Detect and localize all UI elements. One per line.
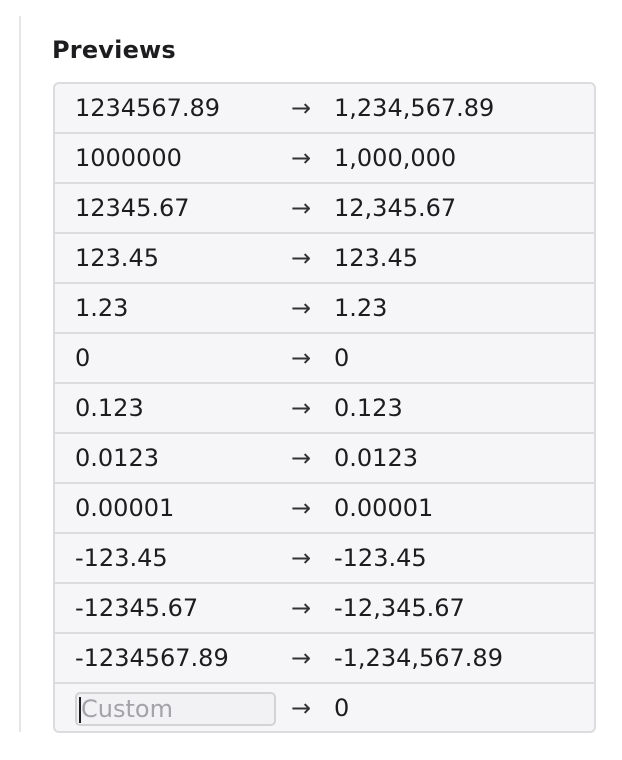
arrow-right-icon: → [291, 244, 312, 272]
preview-output: 0 [334, 344, 350, 372]
preview-input: 1.23 [75, 294, 129, 322]
arrow-right-icon: → [291, 544, 312, 572]
preview-row: -1234567.89 → -1,234,567.89 [55, 634, 594, 684]
preview-input: 0.0123 [75, 444, 159, 472]
preview-row: 0.0123 → 0.0123 [55, 434, 594, 484]
preview-output: 0.123 [334, 394, 403, 422]
arrow-right-icon: → [291, 394, 312, 422]
preview-row: 0 → 0 [55, 334, 594, 384]
preview-output: 1,234,567.89 [334, 94, 495, 122]
preview-input: -1234567.89 [75, 644, 229, 672]
preview-input: 123.45 [75, 244, 159, 272]
preview-input: 1000000 [75, 144, 182, 172]
preview-input: -12345.67 [75, 594, 199, 622]
preview-input: 0.00001 [75, 494, 175, 522]
arrow-right-icon: → [291, 594, 312, 622]
preview-output: 0.0123 [334, 444, 418, 472]
arrow-right-icon: → [291, 644, 312, 672]
text-caret [79, 697, 81, 723]
arrow-right-icon: → [291, 444, 312, 472]
preview-output: 12,345.67 [334, 194, 457, 222]
preview-row: 123.45 → 123.45 [55, 234, 594, 284]
arrow-right-icon: → [291, 194, 312, 222]
arrow-right-icon: → [291, 494, 312, 522]
preview-output: -123.45 [334, 544, 427, 572]
left-divider [19, 16, 21, 732]
preview-row: -12345.67 → -12,345.67 [55, 584, 594, 634]
arrow-right-icon: → [291, 694, 312, 722]
preview-row: -123.45 → -123.45 [55, 534, 594, 584]
preview-row: 0.123 → 0.123 [55, 384, 594, 434]
custom-value-input[interactable] [75, 692, 276, 726]
preview-output: 0.00001 [334, 494, 434, 522]
preview-output: 1,000,000 [334, 144, 457, 172]
arrow-right-icon: → [291, 344, 312, 372]
preview-row: 1.23 → 1.23 [55, 284, 594, 334]
custom-preview-row: → 0 [55, 684, 594, 731]
arrow-right-icon: → [291, 294, 312, 322]
preview-input: 1234567.89 [75, 94, 221, 122]
preview-row: 1234567.89 → 1,234,567.89 [55, 84, 594, 134]
previews-table: 1234567.89 → 1,234,567.89 1000000 → 1,00… [53, 82, 596, 733]
preview-output: 123.45 [334, 244, 418, 272]
preview-input: 0 [75, 344, 91, 372]
arrow-right-icon: → [291, 94, 312, 122]
arrow-right-icon: → [291, 144, 312, 172]
preview-row: 12345.67 → 12,345.67 [55, 184, 594, 234]
preview-output: -1,234,567.89 [334, 644, 503, 672]
preview-input: 12345.67 [75, 194, 190, 222]
preview-output: 1.23 [334, 294, 388, 322]
preview-output: -12,345.67 [334, 594, 465, 622]
custom-preview-output: 0 [334, 694, 350, 722]
preview-row: 1000000 → 1,000,000 [55, 134, 594, 184]
preview-input: 0.123 [75, 394, 144, 422]
preview-input: -123.45 [75, 544, 168, 572]
preview-row: 0.00001 → 0.00001 [55, 484, 594, 534]
section-title: Previews [52, 36, 176, 64]
